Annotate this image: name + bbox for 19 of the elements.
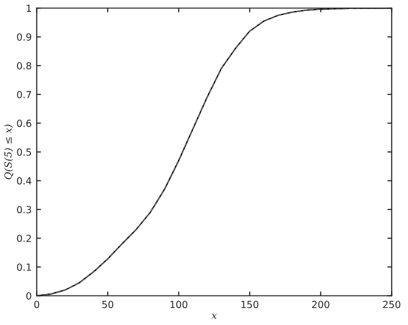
x-tick-label: 250 <box>383 300 400 308</box>
y-axis-title: Q(S(5̄) ≤ x) <box>4 124 14 180</box>
y-tick-label: 0.9 <box>17 33 32 41</box>
x-tick-label: 50 <box>102 300 114 308</box>
x-axis-title: x <box>211 314 217 319</box>
y-tick-label: 0.4 <box>17 177 32 185</box>
y-tick-label: 1 <box>26 4 31 12</box>
y-tick-label: 0.2 <box>17 234 31 242</box>
x-tick-label: 200 <box>312 300 330 308</box>
y-tick-label: 0.8 <box>17 62 32 70</box>
y-tick-label: 0.6 <box>17 120 32 128</box>
x-tick-label: 150 <box>241 300 258 308</box>
y-tick-label: 0 <box>26 292 32 300</box>
y-tick-label: 0.7 <box>17 90 32 98</box>
x-tick-label: 100 <box>170 300 188 308</box>
x-tick-label: 0 <box>34 300 40 308</box>
y-tick-label: 0.3 <box>17 206 32 214</box>
y-tick-label: 0.5 <box>17 148 32 156</box>
y-tick-label: 0.1 <box>17 263 31 271</box>
